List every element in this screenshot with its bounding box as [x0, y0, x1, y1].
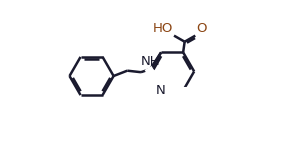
Text: HO: HO — [153, 22, 173, 35]
Text: O: O — [196, 22, 206, 35]
Text: N: N — [156, 84, 166, 97]
Text: NH: NH — [140, 55, 160, 68]
